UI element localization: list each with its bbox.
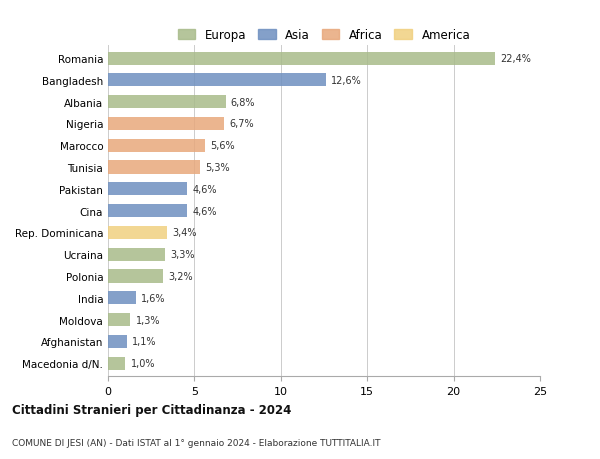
- Text: 12,6%: 12,6%: [331, 76, 362, 86]
- Bar: [108, 313, 130, 326]
- Text: 3,2%: 3,2%: [169, 271, 193, 281]
- Bar: [108, 357, 125, 370]
- Text: 3,4%: 3,4%: [172, 228, 196, 238]
- Bar: [108, 183, 187, 196]
- Bar: [108, 96, 226, 109]
- Bar: [108, 205, 187, 218]
- Text: 1,1%: 1,1%: [132, 336, 157, 347]
- Bar: [108, 140, 205, 152]
- Text: 4,6%: 4,6%: [193, 185, 217, 195]
- Text: 6,7%: 6,7%: [229, 119, 254, 129]
- Text: 1,3%: 1,3%: [136, 315, 160, 325]
- Bar: [108, 270, 163, 283]
- Text: 3,3%: 3,3%: [170, 250, 195, 260]
- Text: 1,0%: 1,0%: [130, 358, 155, 368]
- Text: Cittadini Stranieri per Cittadinanza - 2024: Cittadini Stranieri per Cittadinanza - 2…: [12, 403, 292, 416]
- Bar: [108, 118, 224, 131]
- Bar: [108, 226, 167, 240]
- Text: 6,8%: 6,8%: [230, 97, 255, 107]
- Text: 1,6%: 1,6%: [141, 293, 166, 303]
- Text: COMUNE DI JESI (AN) - Dati ISTAT al 1° gennaio 2024 - Elaborazione TUTTITALIA.IT: COMUNE DI JESI (AN) - Dati ISTAT al 1° g…: [12, 438, 380, 447]
- Text: 5,6%: 5,6%: [210, 141, 235, 151]
- Bar: [108, 335, 127, 348]
- Bar: [108, 248, 165, 261]
- Text: 5,3%: 5,3%: [205, 162, 229, 173]
- Bar: [108, 74, 326, 87]
- Text: 4,6%: 4,6%: [193, 206, 217, 216]
- Bar: [108, 52, 495, 66]
- Text: 22,4%: 22,4%: [500, 54, 531, 64]
- Legend: Europa, Asia, Africa, America: Europa, Asia, Africa, America: [174, 25, 474, 45]
- Bar: [108, 161, 200, 174]
- Bar: [108, 291, 136, 305]
